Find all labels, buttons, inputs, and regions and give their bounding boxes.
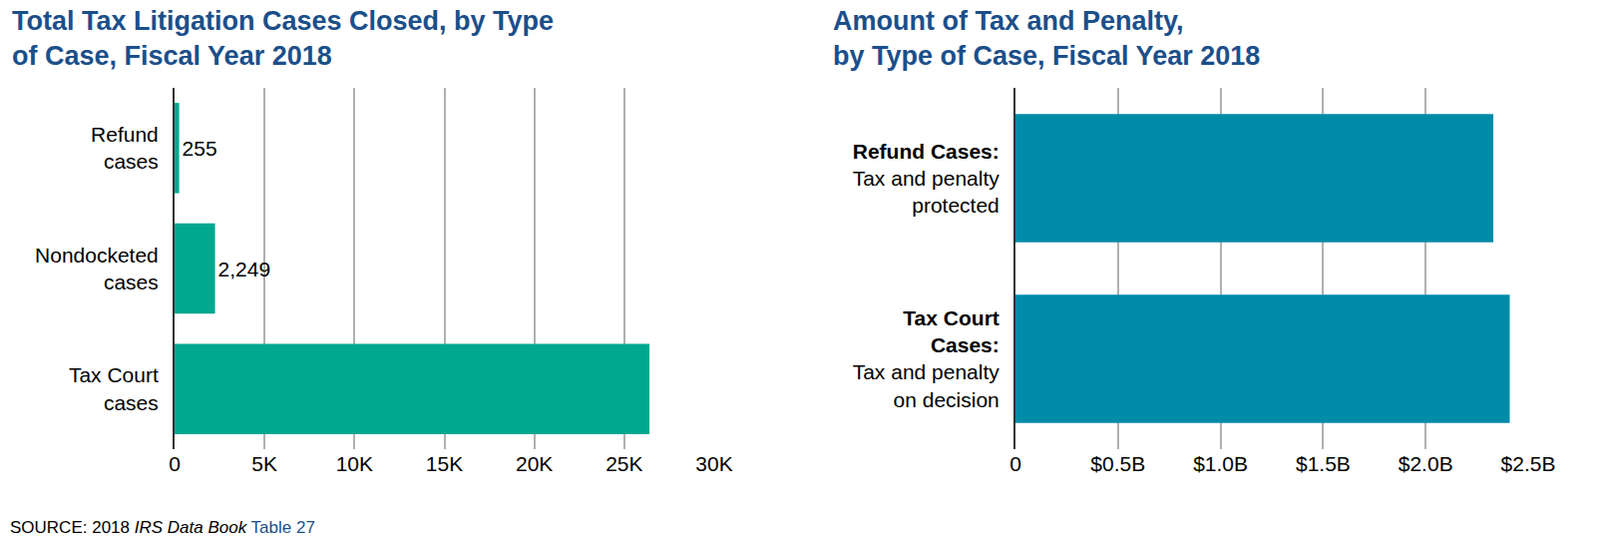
svg-text:20K: 20K <box>515 451 553 475</box>
svg-text:$1.5B: $1.5B <box>1295 451 1351 475</box>
svg-text:SOURCE: 2018 IRS Data Book Tab: SOURCE: 2018 IRS Data Book Table 27 <box>9 517 316 537</box>
svg-text:2,249: 2,249 <box>218 257 272 281</box>
svg-text:25K: 25K <box>605 451 643 475</box>
svg-text:Tax CourtCases:Tax and penalty: Tax CourtCases:Tax and penaltyon decisio… <box>852 306 1001 411</box>
svg-text:30K: 30K <box>695 451 733 475</box>
svg-text:Total Tax Litigation Cases Clo: Total Tax Litigation Cases Closed, by Ty… <box>11 5 554 71</box>
svg-text:0: 0 <box>168 451 181 475</box>
svg-text:255: 255 <box>182 136 218 160</box>
svg-text:Refundcases: Refundcases <box>90 122 159 173</box>
svg-text:$2.5B: $2.5B <box>1501 451 1557 475</box>
svg-text:Refund Cases:Tax and penaltypr: Refund Cases:Tax and penaltyprotected <box>852 139 1001 218</box>
svg-text:10K: 10K <box>336 451 374 475</box>
svg-text:5K: 5K <box>251 451 278 475</box>
svg-text:$0.5B: $0.5B <box>1090 451 1146 475</box>
svg-text:Nondocketedcases: Nondocketedcases <box>34 243 159 294</box>
svg-text:Amount of Tax and Penalty,by T: Amount of Tax and Penalty,by Type of Cas… <box>832 5 1260 71</box>
svg-text:Tax Courtcases: Tax Courtcases <box>68 363 159 413</box>
svg-text:$2.0B: $2.0B <box>1398 451 1454 475</box>
svg-text:15K: 15K <box>425 451 463 475</box>
svg-text:$1.0B: $1.0B <box>1193 451 1248 475</box>
svg-text:0: 0 <box>1009 451 1022 475</box>
